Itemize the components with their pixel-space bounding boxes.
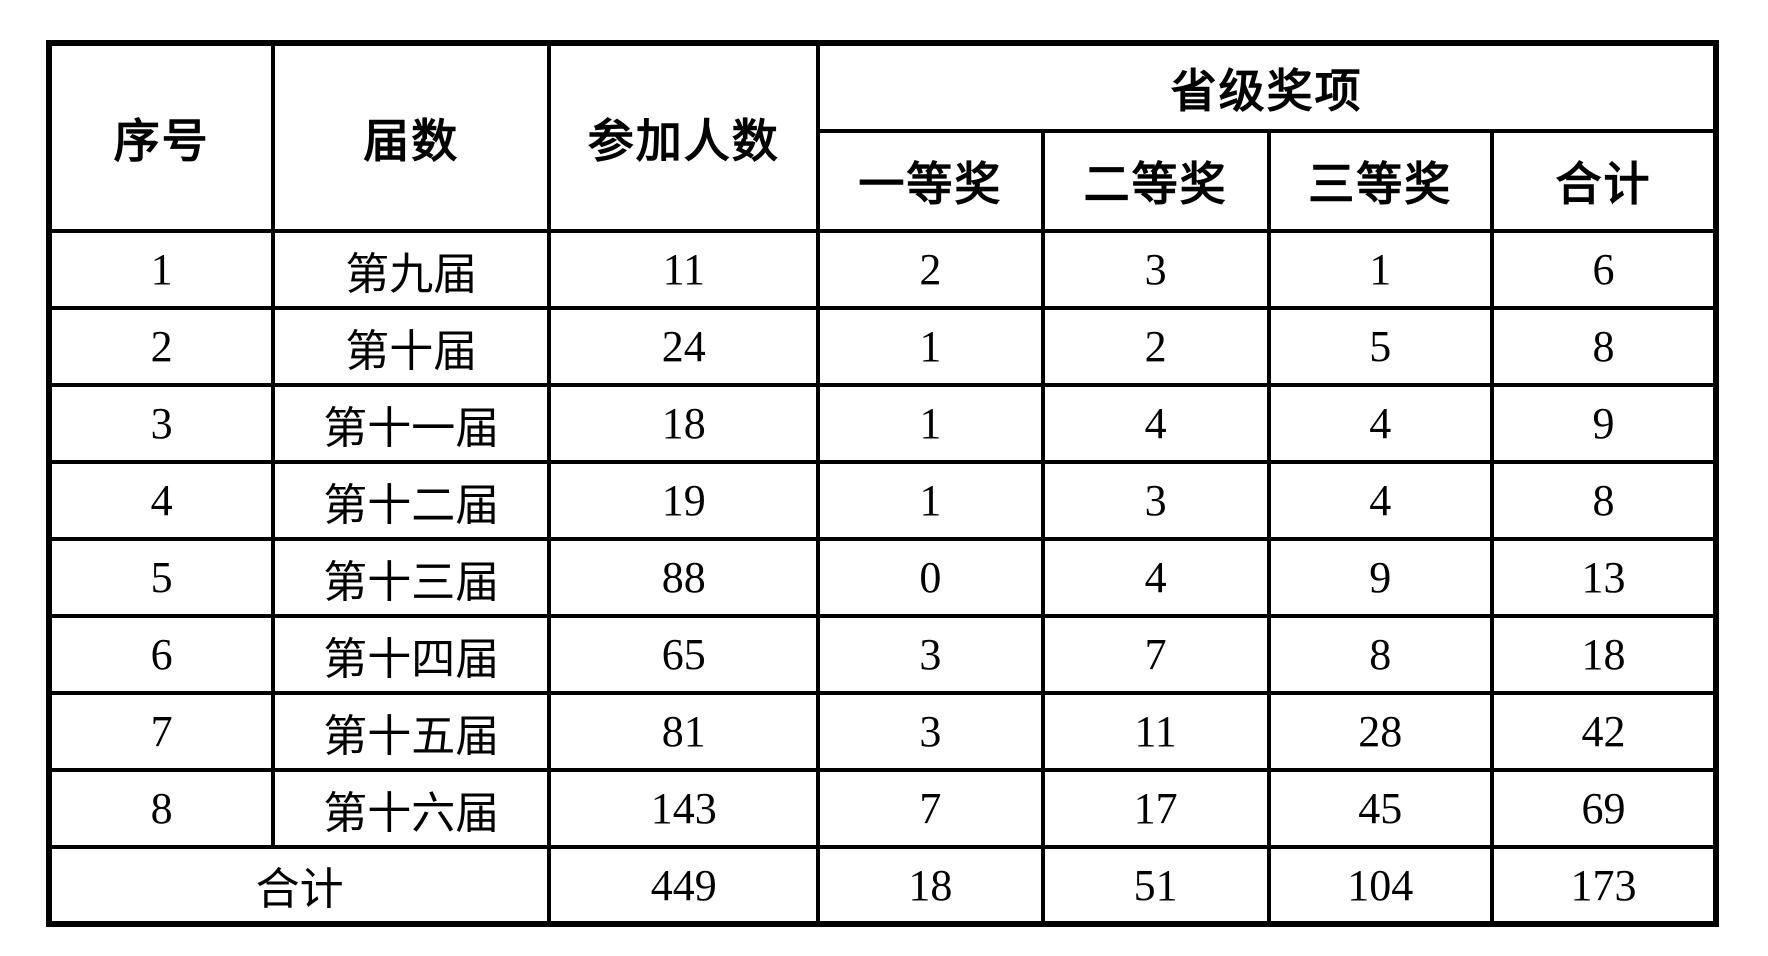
header-row-sub: 一等奖 二等奖 三等奖 合计 bbox=[49, 129, 1719, 233]
cell-total: 8 bbox=[1489, 306, 1719, 387]
cell-third-prize: 28 bbox=[1266, 691, 1494, 772]
cell-total: 8 bbox=[1489, 460, 1719, 541]
cell-first-prize: 1 bbox=[816, 306, 1045, 387]
cell-serial: 8 bbox=[46, 768, 276, 849]
cell-first-prize: 1 bbox=[816, 460, 1045, 541]
cell-third-prize: 4 bbox=[1266, 460, 1494, 541]
cell-first-prize: 3 bbox=[816, 614, 1045, 695]
cell-total: 69 bbox=[1489, 768, 1719, 849]
cell-serial: 2 bbox=[46, 306, 276, 387]
total-second-prize: 51 bbox=[1040, 845, 1271, 926]
cell-third-prize: 9 bbox=[1266, 537, 1494, 618]
cell-third-prize: 1 bbox=[1266, 229, 1494, 310]
awards-table: 序号 届数 参加人数 省级奖项 一等奖 二等奖 三等奖 合计 1 第九届 11 … bbox=[46, 40, 1719, 927]
cell-second-prize: 7 bbox=[1040, 614, 1271, 695]
cell-second-prize: 17 bbox=[1040, 768, 1271, 849]
cell-serial: 3 bbox=[46, 383, 276, 464]
table-row: 3 第十一届 18 1 4 4 9 bbox=[46, 383, 1719, 464]
cell-second-prize: 3 bbox=[1040, 229, 1271, 310]
cell-second-prize: 3 bbox=[1040, 460, 1271, 541]
cell-total: 6 bbox=[1489, 229, 1719, 310]
header-session: 届数 bbox=[271, 41, 552, 233]
table-row: 7 第十五届 81 3 11 28 42 bbox=[46, 691, 1719, 772]
table-row: 6 第十四届 65 3 7 8 18 bbox=[46, 614, 1719, 695]
cell-total: 42 bbox=[1489, 691, 1719, 772]
header-second-prize: 二等奖 bbox=[1040, 129, 1271, 233]
total-participants: 449 bbox=[547, 845, 821, 926]
table-row: 8 第十六届 143 7 17 45 69 bbox=[46, 768, 1719, 849]
cell-participants: 18 bbox=[547, 383, 821, 464]
header-provincial-awards-group: 省级奖项 bbox=[816, 41, 1718, 133]
total-label: 合计 bbox=[46, 845, 552, 926]
cell-session: 第九届 bbox=[271, 229, 552, 310]
total-row: 合计 449 18 51 104 173 bbox=[46, 845, 1719, 926]
cell-serial: 5 bbox=[46, 537, 276, 618]
cell-second-prize: 4 bbox=[1040, 383, 1271, 464]
cell-serial: 1 bbox=[46, 229, 276, 310]
cell-session: 第十四届 bbox=[271, 614, 552, 695]
total-first-prize: 18 bbox=[816, 845, 1045, 926]
total-third-prize: 104 bbox=[1266, 845, 1494, 926]
cell-first-prize: 2 bbox=[816, 229, 1045, 310]
cell-serial: 4 bbox=[46, 460, 276, 541]
cell-total: 18 bbox=[1489, 614, 1719, 695]
table-row: 1 第九届 11 2 3 1 6 bbox=[46, 229, 1719, 310]
cell-session: 第十五届 bbox=[271, 691, 552, 772]
cell-first-prize: 1 bbox=[816, 383, 1045, 464]
cell-session: 第十一届 bbox=[271, 383, 552, 464]
cell-total: 13 bbox=[1489, 537, 1719, 618]
cell-first-prize: 0 bbox=[816, 537, 1045, 618]
header-first-prize: 一等奖 bbox=[816, 129, 1045, 233]
cell-session: 第十届 bbox=[271, 306, 552, 387]
table-row: 5 第十三届 88 0 4 9 13 bbox=[46, 537, 1719, 618]
cell-participants: 11 bbox=[547, 229, 821, 310]
cell-session: 第十二届 bbox=[271, 460, 552, 541]
cell-third-prize: 45 bbox=[1266, 768, 1494, 849]
cell-third-prize: 5 bbox=[1266, 306, 1494, 387]
cell-third-prize: 8 bbox=[1266, 614, 1494, 695]
cell-total: 9 bbox=[1489, 383, 1719, 464]
cell-first-prize: 3 bbox=[816, 691, 1045, 772]
cell-second-prize: 4 bbox=[1040, 537, 1271, 618]
cell-participants: 143 bbox=[547, 768, 821, 849]
header-third-prize: 三等奖 bbox=[1266, 129, 1494, 233]
cell-participants: 88 bbox=[547, 537, 821, 618]
header-serial: 序号 bbox=[46, 41, 276, 233]
cell-participants: 24 bbox=[547, 306, 821, 387]
cell-participants: 81 bbox=[547, 691, 821, 772]
total-overall: 173 bbox=[1489, 845, 1719, 926]
cell-serial: 7 bbox=[46, 691, 276, 772]
cell-first-prize: 7 bbox=[816, 768, 1045, 849]
header-row-group: 序号 届数 参加人数 省级奖项 bbox=[46, 41, 1718, 233]
cell-second-prize: 2 bbox=[1040, 306, 1271, 387]
header-subtotal: 合计 bbox=[1489, 129, 1719, 233]
cell-session: 第十六届 bbox=[271, 768, 552, 849]
cell-participants: 65 bbox=[547, 614, 821, 695]
cell-serial: 6 bbox=[46, 614, 276, 695]
cell-participants: 19 bbox=[547, 460, 821, 541]
table-row: 2 第十届 24 1 2 5 8 bbox=[46, 306, 1719, 387]
cell-third-prize: 4 bbox=[1266, 383, 1494, 464]
cell-session: 第十三届 bbox=[271, 537, 552, 618]
table-row: 4 第十二届 19 1 3 4 8 bbox=[46, 460, 1719, 541]
header-participants: 参加人数 bbox=[547, 41, 821, 233]
cell-second-prize: 11 bbox=[1040, 691, 1271, 772]
